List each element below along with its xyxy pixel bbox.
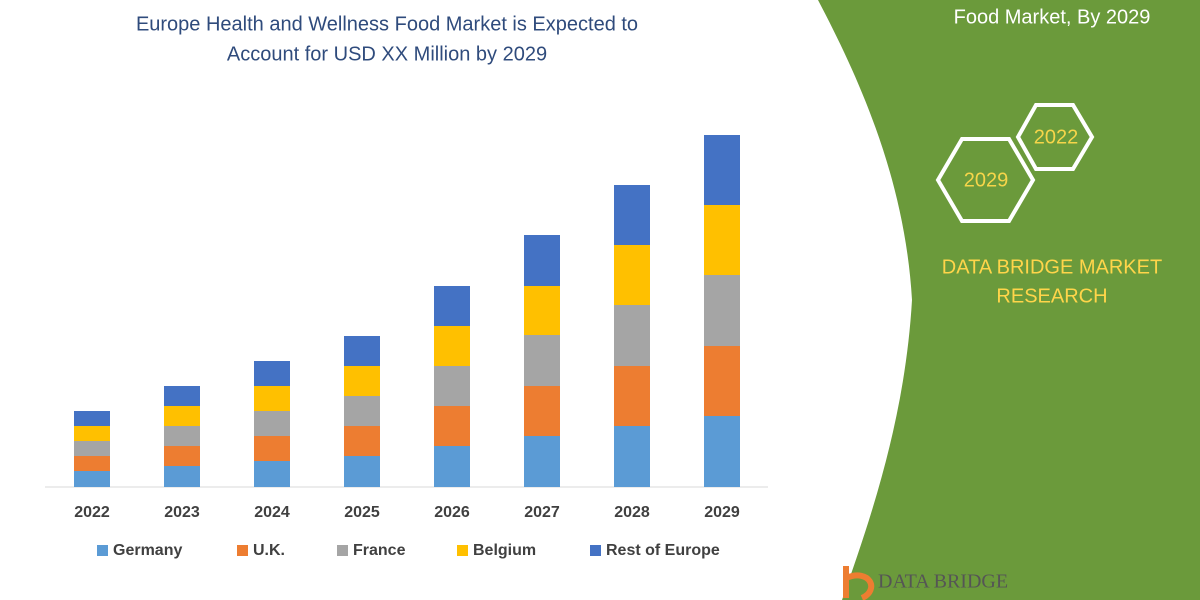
bar-segment [74,411,110,426]
bar-segment [704,275,740,346]
bar-segment [344,336,380,366]
side-panel [818,0,1200,600]
chart-title: Account for USD XX Million by 2029 [227,43,547,65]
bar-segment [434,326,470,366]
legend-label: France [353,542,406,559]
bar-segment [434,366,470,406]
legend-swatch [97,545,108,556]
bar-segment [524,286,560,335]
legend-swatch [457,545,468,556]
bar-segment [164,406,200,426]
bar-segment [524,235,560,286]
hexagon [935,137,1036,223]
x-tick-label: 2027 [524,504,560,521]
bar-segment [704,416,740,487]
legend-swatch [337,545,348,556]
bar-segment [164,446,200,466]
legend-swatch [590,545,601,556]
x-tick-label: 2022 [74,504,110,521]
bar-segment [344,426,380,456]
x-tick-label: 2024 [254,504,290,521]
chart-title: Europe Health and Wellness Food Market i… [136,13,638,35]
bar-segment [164,426,200,446]
hexagon [1015,103,1095,171]
bar-segment [434,446,470,487]
bar-segment [614,185,650,245]
bar-segment [74,471,110,487]
x-tick-label: 2025 [344,504,380,521]
legend-swatch [237,545,248,556]
bar-segment [74,426,110,441]
x-tick-label: 2026 [434,504,470,521]
bar-segment [344,396,380,426]
x-tick-label: 2028 [614,504,650,521]
bar-segment [704,205,740,275]
bar-segment [254,411,290,436]
bar-segment [524,436,560,487]
brand-text: DATA BRIDGE MARKET [942,256,1162,278]
bar-segment [704,135,740,205]
logo-text: DATA BRIDGE [878,571,1008,593]
bar-segment [254,461,290,487]
bar-segment [254,361,290,386]
bar-segment [524,386,560,436]
bar-segment [254,386,290,411]
logo-icon [843,566,875,600]
bar-segment [344,456,380,487]
hex-year: 2029 [964,169,1009,191]
bar-segment [614,366,650,426]
bar-segment [74,456,110,471]
bar-segment [254,436,290,461]
bar-segment [164,386,200,406]
bar-segment [434,406,470,446]
legend-label: Belgium [473,542,536,559]
bar-segment [614,305,650,366]
bar-segment [74,441,110,456]
brand-text: RESEARCH [996,285,1107,307]
bar-segment [164,466,200,487]
bar-segment [434,286,470,326]
bar-segment [704,346,740,416]
bar-segment [344,366,380,396]
bar-segment [524,335,560,386]
x-tick-label: 2029 [704,504,740,521]
x-tick-label: 2023 [164,504,200,521]
bar-segment [614,245,650,305]
panel-heading: Food Market, By 2029 [954,6,1151,28]
legend-label: Rest of Europe [606,542,720,559]
hex-year: 2022 [1034,126,1079,148]
legend-label: U.K. [253,542,285,559]
legend-label: Germany [113,542,182,559]
bar-segment [614,426,650,487]
